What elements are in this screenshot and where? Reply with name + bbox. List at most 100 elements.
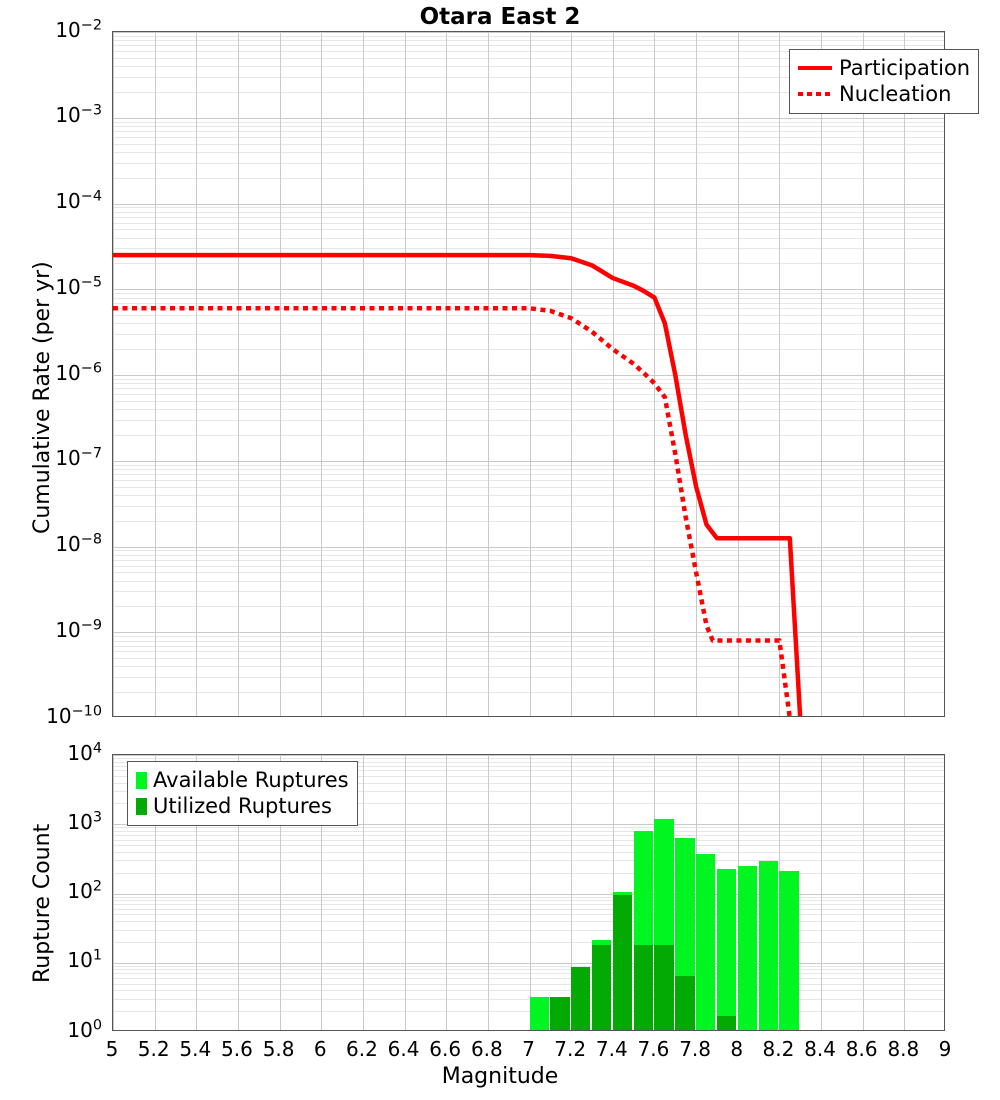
- bar-available: [716, 869, 737, 1030]
- x-tick-label: 8.4: [804, 1037, 836, 1061]
- bar-utilized: [612, 894, 633, 1030]
- grid-line: [113, 32, 114, 716]
- y-tick-label: 10−4: [55, 188, 102, 214]
- grid-line-minor: [113, 1011, 944, 1013]
- grid-line-minor: [113, 851, 944, 853]
- grid-line-minor: [113, 929, 944, 931]
- grid-line: [862, 32, 864, 716]
- legend-item-available[interactable]: Available Ruptures: [136, 767, 349, 793]
- grid-line-minor: [113, 349, 944, 351]
- grid-line-minor: [113, 860, 944, 862]
- grid-line-minor: [113, 57, 944, 59]
- grid-line-minor: [113, 162, 944, 164]
- bar-utilized: [716, 1015, 737, 1030]
- grid-line-minor: [113, 782, 944, 784]
- grid-line-minor: [113, 76, 944, 78]
- grid-line: [487, 32, 489, 716]
- grid-line-minor: [113, 765, 944, 767]
- grid-line: [113, 375, 944, 376]
- bar-utilized: [550, 996, 570, 1030]
- grid-line-minor: [113, 248, 944, 250]
- y-tick-label: 100: [67, 1017, 102, 1042]
- nucleation-line-icon: [798, 92, 832, 96]
- grid-line-minor: [113, 479, 944, 481]
- curve-participation: [113, 252, 803, 716]
- grid-line: [571, 755, 573, 1030]
- grid-line-minor: [113, 666, 944, 668]
- grid-line-minor: [113, 565, 944, 567]
- y-tick-label: 10−10: [46, 703, 102, 728]
- grid-line: [237, 32, 239, 716]
- grid-line: [821, 755, 823, 1030]
- curve-nucleation: [113, 306, 792, 716]
- legend-label-participation: Participation: [839, 56, 971, 80]
- grid-line-minor: [113, 770, 944, 772]
- grid-line: [113, 962, 944, 964]
- legend-item-nucleation[interactable]: Nucleation: [798, 81, 970, 107]
- grid-line-minor: [113, 469, 944, 471]
- x-tick-label: 6.4: [387, 1037, 420, 1061]
- grid-line-minor: [113, 323, 944, 325]
- grid-line-minor: [113, 121, 944, 123]
- grid-line-minor: [113, 978, 944, 980]
- grid-line-minor: [113, 791, 944, 793]
- grid-line-minor: [113, 965, 944, 967]
- grid-line-minor: [113, 486, 944, 488]
- grid-line-minor: [113, 921, 944, 923]
- x-tick-label: 6.2: [345, 1037, 378, 1061]
- grid-line-minor: [113, 845, 944, 847]
- bar-utilized: [654, 944, 674, 1030]
- grid-line-minor: [113, 572, 944, 574]
- grid-line: [571, 32, 573, 716]
- grid-line: [237, 755, 239, 1030]
- grid-line-minor: [113, 998, 944, 1000]
- grid-line-minor: [113, 237, 944, 239]
- grid-line-minor: [113, 990, 944, 992]
- grid-line-minor: [113, 419, 944, 421]
- bar-utilized: [591, 944, 612, 1030]
- grid-line-minor: [113, 692, 944, 694]
- grid-line-minor: [113, 505, 944, 507]
- bar-available: [758, 860, 778, 1030]
- y-tick-label: 10−3: [55, 102, 102, 128]
- x-tick-label: 9: [938, 1037, 952, 1061]
- grid-line: [113, 117, 944, 119]
- grid-line: [529, 755, 531, 1030]
- bar-utilized: [675, 976, 695, 1030]
- grid-line-minor: [113, 900, 944, 902]
- grid-line-minor: [113, 302, 944, 304]
- x-tick-label: 7: [522, 1037, 535, 1061]
- grid-line-minor: [113, 207, 944, 209]
- x-tick-label: 5.6: [221, 1037, 253, 1061]
- x-tick-label: 7.6: [637, 1037, 670, 1061]
- grid-line: [113, 203, 944, 205]
- grid-line: [113, 755, 114, 1030]
- legend-item-utilized[interactable]: Utilized Ruptures: [136, 793, 349, 819]
- grid-line: [529, 32, 531, 716]
- grid-line: [321, 755, 323, 1030]
- bar-available: [529, 996, 549, 1030]
- grid-line-minor: [113, 464, 944, 466]
- grid-line-minor: [113, 803, 944, 805]
- grid-line-minor: [113, 35, 944, 37]
- grid-line: [113, 460, 944, 462]
- grid-line: [113, 824, 944, 826]
- bar-utilized: [633, 944, 653, 1030]
- grid-line-minor: [113, 896, 944, 898]
- x-tick-label: 6: [313, 1037, 327, 1061]
- grid-line: [196, 755, 198, 1030]
- grid-line-minor: [113, 383, 944, 385]
- grid-line: [279, 32, 281, 716]
- bar-utilized: [571, 967, 591, 1030]
- legend-item-participation[interactable]: Participation: [798, 55, 970, 81]
- grid-line-minor: [113, 559, 944, 561]
- x-tick-label: 5.4: [179, 1037, 212, 1061]
- grid-line: [821, 32, 823, 716]
- x-tick-label: 6.8: [470, 1037, 503, 1061]
- grid-line-minor: [113, 263, 944, 265]
- grid-line: [113, 289, 944, 291]
- grid-line-minor: [113, 839, 944, 841]
- y-tick-label: 103: [67, 809, 102, 834]
- legend-label-utilized: Utilized Ruptures: [153, 794, 332, 818]
- grid-line: [862, 755, 864, 1030]
